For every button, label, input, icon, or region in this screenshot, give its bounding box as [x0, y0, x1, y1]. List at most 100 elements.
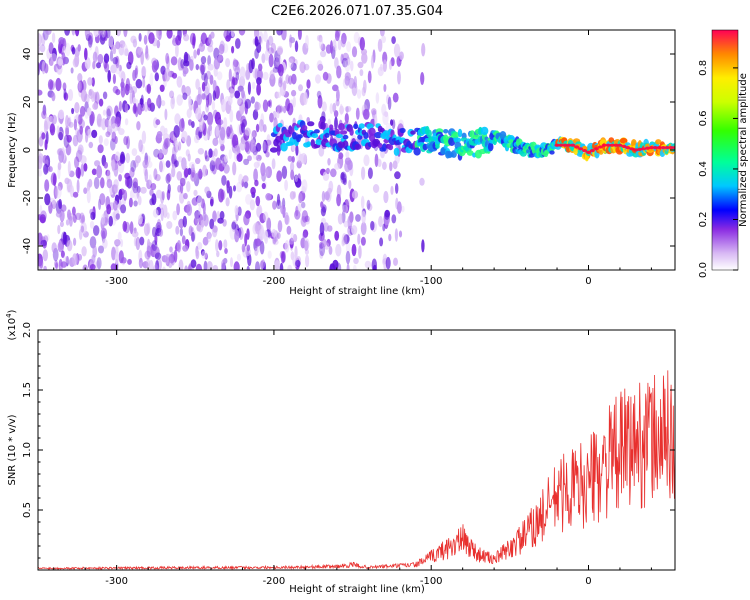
signal-blob [320, 121, 326, 130]
spectrogram-cell [282, 105, 287, 114]
spectrogram-cell [127, 51, 134, 65]
snr-xtick-label: -300 [105, 576, 128, 587]
spectrogram-cell [284, 240, 290, 253]
spectrogram-cell [334, 230, 340, 241]
spectrogram-cell [268, 53, 274, 68]
spectrogram-cell [243, 213, 250, 226]
spectrogram-cell [195, 78, 200, 90]
spectrogram-cell [111, 44, 117, 51]
spectrogram-cell [294, 40, 299, 53]
spectrogram-cell [399, 51, 404, 60]
spectrogram-cell [82, 264, 88, 270]
spectrogram-cell [92, 51, 98, 63]
signal-blob [298, 134, 303, 139]
spectrogram-cell [382, 223, 386, 232]
signal-blob [292, 131, 297, 140]
spectrogram-cell [381, 35, 386, 44]
spectrogram-cell [49, 60, 54, 66]
spectrogram-cell [79, 79, 83, 94]
spectrogram-cell [212, 137, 219, 147]
spectrogram-cell [180, 59, 185, 69]
spectrogram-cell [48, 42, 54, 54]
spectrogram-cell [265, 143, 269, 153]
spectrogram-cell [213, 47, 220, 60]
spectrogram-cell [88, 141, 94, 149]
spectrogram-cell [133, 102, 137, 114]
spectrogram-cell [223, 239, 228, 249]
snr-xtick-label: 0 [585, 576, 591, 587]
spectrogram-cell [134, 193, 138, 201]
spectrogram-cell [201, 81, 206, 92]
snr-panel: -300 -200 -100 0 0.5 1.0 1.5 2.0 Height of stra… [5, 309, 676, 595]
spectrogram-cell [149, 198, 155, 206]
spectrogram-cell [158, 148, 163, 159]
signal-blob [466, 150, 474, 156]
spectrogram-cell [196, 48, 200, 56]
spectrogram-cell [191, 197, 198, 206]
spectrogram-cell [179, 191, 185, 204]
spectrogram-cell [253, 168, 258, 182]
spectrogram-cell [234, 205, 239, 216]
spectrogram-cell [62, 82, 67, 91]
spectrogram-cell [276, 30, 283, 36]
spectrogram-cell [318, 37, 324, 50]
spectrogram-cell [359, 37, 365, 51]
spectrogram-cell [392, 160, 398, 170]
spectrogram-cell [102, 109, 107, 116]
spectrogram-cell [150, 183, 157, 191]
signal-blob [549, 150, 555, 155]
spectrogram-cell [140, 51, 144, 65]
spectrogram-cell [337, 213, 344, 225]
spectrogram-cell [388, 233, 392, 242]
spectrogram-cell [174, 160, 179, 168]
spectrogram-cell [226, 180, 231, 189]
spectrogram-cell [230, 257, 233, 268]
spectrogram-cell [86, 181, 91, 192]
spectrogram-cell [57, 58, 64, 66]
spectrogram-cell [93, 91, 97, 102]
spectrogram-cell [38, 33, 42, 47]
signal-peak [613, 143, 619, 147]
spectrogram-cell [237, 206, 242, 216]
spectrogram-cell [389, 60, 392, 70]
spectrogram-cell [201, 250, 208, 259]
spectrogram-cell [218, 43, 225, 55]
spectrogram-cell [267, 250, 272, 259]
signal-peak [672, 146, 675, 150]
signal-blob [280, 142, 288, 152]
spectrogram-cell [344, 75, 350, 86]
spectrogram-cell [282, 80, 287, 91]
spectrogram-cell [108, 215, 113, 227]
spectrogram-cell [397, 70, 401, 85]
spectrogram-cell [50, 53, 57, 62]
spectrogram-cell [123, 189, 128, 201]
spectrogram-cell [252, 152, 258, 160]
spectrogram-cell [325, 167, 330, 175]
spectrogram-cell [249, 139, 256, 153]
spectrogram-cell [316, 90, 322, 99]
spectrogram-cell [200, 64, 205, 75]
spectrogram-cell [132, 181, 139, 194]
spectrogram-cell [148, 174, 152, 186]
spectrogram-cell [51, 32, 56, 44]
signal-blob [338, 123, 345, 131]
spectrogram-cell [156, 97, 160, 107]
spectrogram-cell [222, 43, 229, 54]
spectrogram-cell [143, 101, 149, 112]
spectrogram-cell [353, 257, 359, 265]
spectrogram-cell [181, 235, 186, 245]
spectrogram-cell [57, 162, 62, 171]
spectrogram-cell [198, 42, 205, 53]
spectrogram-cell [86, 107, 92, 116]
spectrogram-cell [348, 77, 355, 89]
spectrogram-cell [182, 92, 188, 100]
signal-blob [313, 129, 320, 134]
spectrogram-cell [251, 58, 255, 70]
spectrogram-cell [65, 219, 70, 226]
spectrogram-cell [51, 199, 57, 210]
spectrogram-cell [167, 183, 171, 194]
spectrogram-cell [305, 35, 309, 49]
spectrogram-cell [303, 63, 310, 71]
